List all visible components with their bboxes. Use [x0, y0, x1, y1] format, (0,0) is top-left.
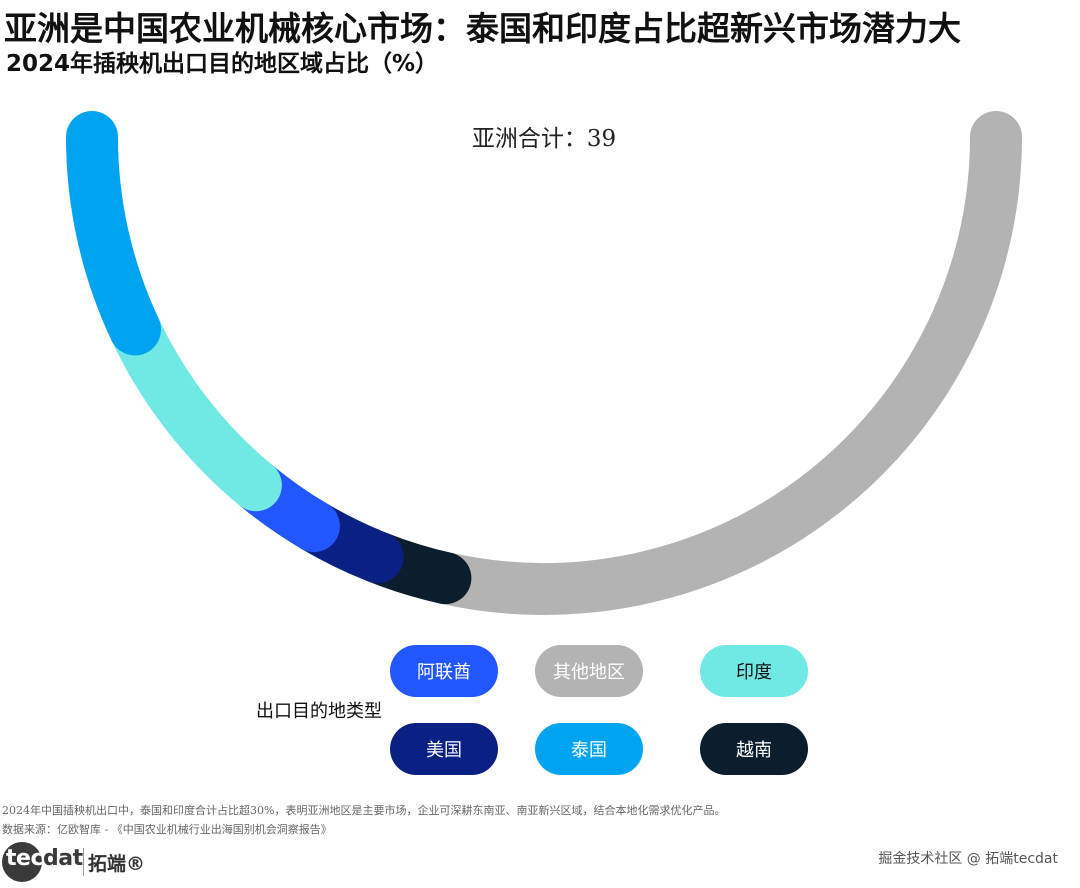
logo-wordmark: tecdat	[6, 846, 83, 871]
logo-divider	[83, 848, 84, 876]
logo-cn-text: 拓端®	[88, 853, 146, 875]
legend-item: 阿联酋	[390, 645, 498, 697]
legend-item: 泰国	[535, 723, 643, 775]
legend-item: 美国	[390, 723, 498, 775]
legend-item: 越南	[700, 723, 808, 775]
chart-subtitle: 2024年插秧机出口目的地区域占比（%）	[6, 51, 439, 77]
tecdat-logo: tecdat 拓端®	[2, 842, 145, 882]
donut-arcs	[66, 111, 1022, 615]
data-source: 数据来源：亿欧智库 - 《中国农业机械行业出海国别机会洞察报告》	[2, 823, 332, 836]
footnote: 2024年中国插秧机出口中，泰国和印度合计占比超30%，表明亚洲地区是主要市场，…	[2, 804, 726, 817]
slice-1	[109, 303, 282, 512]
legend-item: 其他地区	[535, 645, 643, 697]
legend-title: 出口目的地类型	[256, 701, 382, 722]
legend-item: 印度	[700, 645, 808, 697]
logo-circle-icon	[2, 842, 42, 882]
asia-total-label: 亚洲合计：39	[472, 126, 616, 152]
slice-5	[419, 111, 1022, 615]
slice-0	[66, 111, 162, 356]
half-donut-chart: 亚洲合计：39	[66, 111, 1022, 615]
chart-title: 亚洲是中国农业机械核心市场：泰国和印度占比超新兴市场潜力大	[4, 9, 961, 48]
watermark: 掘金技术社区 @ 拓端tecdat	[878, 851, 1058, 867]
